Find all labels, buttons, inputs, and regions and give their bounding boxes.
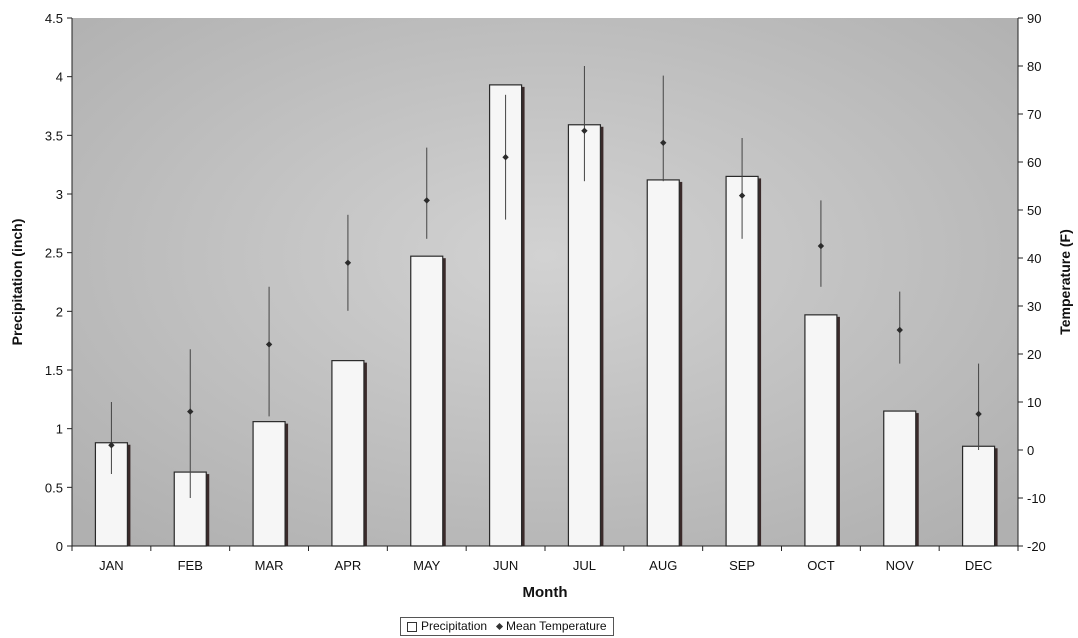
x-tick-label: NOV — [886, 558, 915, 573]
legend-item-temperature: Mean Temperature — [496, 618, 607, 635]
x-tick-label: AUG — [649, 558, 677, 573]
legend: Precipitation Mean Temperature — [400, 617, 614, 636]
right-tick-label: 30 — [1027, 299, 1041, 314]
left-tick-label: 0.5 — [45, 480, 63, 495]
right-tick-label: 20 — [1027, 347, 1041, 362]
bar — [567, 124, 602, 547]
temperature-point — [187, 408, 194, 415]
left-tick-label: 1 — [56, 422, 63, 437]
legend-item-precipitation: Precipitation — [407, 618, 487, 635]
temperature-point — [975, 410, 982, 418]
bar — [804, 314, 838, 547]
bar — [410, 255, 444, 547]
temperature-point — [423, 197, 430, 204]
precipitation-swatch-icon — [407, 621, 417, 632]
x-tick-label: APR — [335, 558, 362, 573]
right-tick-label: 10 — [1027, 395, 1041, 410]
right-tick-label: -10 — [1027, 491, 1046, 506]
x-tick-label: JUN — [493, 558, 518, 573]
bar — [331, 360, 365, 547]
bar — [646, 179, 680, 547]
y-axis-title: Precipitation (inch) — [9, 219, 25, 346]
x-tick-label: JAN — [99, 558, 124, 573]
right-tick-label: -20 — [1027, 539, 1046, 554]
left-tick-label: 2 — [56, 304, 63, 319]
temperature-point — [660, 139, 667, 146]
x-tick-label: MAR — [255, 558, 284, 573]
left-tick-label: 1.5 — [45, 363, 63, 378]
bar — [252, 421, 286, 547]
temperature-point — [502, 154, 509, 161]
legend-label-precipitation: Precipitation — [421, 619, 488, 633]
plot-area — [72, 18, 1018, 546]
left-tick-label: 3.5 — [45, 128, 63, 143]
x-tick-label: MAY — [413, 558, 441, 573]
right-tick-label: 90 — [1027, 11, 1041, 26]
ticks: 0 0.5 1 1.5 2 2.5 3 3.5 4 4.5 -20 -10 0 10 20 30 40 50 60 7… — [45, 11, 1046, 573]
x-tick-label: DEC — [965, 558, 992, 573]
left-tick-label: 0 — [56, 539, 63, 554]
temperature-point — [581, 127, 588, 134]
right-tick-label: 50 — [1027, 203, 1041, 218]
temperature-point — [265, 341, 273, 348]
temperature-point — [896, 326, 903, 334]
legend-label-temperature: Mean Temperature — [506, 619, 607, 633]
temperature-point — [344, 259, 352, 266]
x-tick-label: SEP — [729, 558, 755, 573]
right-tick-label: 0 — [1027, 443, 1034, 458]
right-tick-label: 40 — [1027, 251, 1041, 266]
bar — [883, 410, 917, 547]
temperature-point — [817, 242, 825, 250]
left-tick-label: 4 — [56, 70, 63, 85]
left-tick-label: 2.5 — [45, 246, 63, 261]
temperature-point — [738, 192, 746, 199]
right-tick-label: 80 — [1027, 59, 1041, 74]
x-tick-label: FEB — [178, 558, 203, 573]
x-tick-label: JUL — [573, 558, 596, 573]
bar — [961, 445, 996, 547]
right-tick-label: 60 — [1027, 155, 1041, 170]
x-axis-title: Month — [523, 584, 568, 601]
temperature-points — [108, 127, 982, 449]
temperature-point — [108, 442, 115, 449]
y2-axis-title: Temperature (F) — [1057, 229, 1073, 335]
right-tick-label: 70 — [1027, 107, 1041, 122]
temperature-marker-icon — [496, 622, 504, 631]
x-tick-label: OCT — [807, 558, 835, 573]
left-tick-label: 4.5 — [45, 11, 63, 26]
left-tick-label: 3 — [56, 187, 63, 202]
